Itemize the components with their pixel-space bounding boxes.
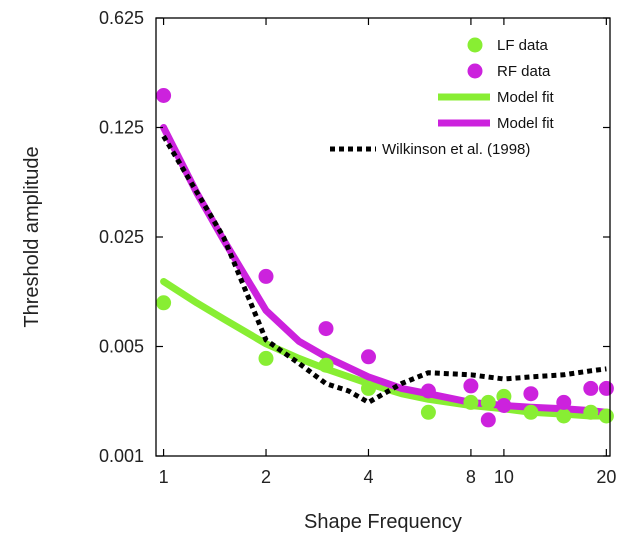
data-point-s0-5 [463, 394, 479, 410]
data-point-s0-10 [583, 404, 599, 420]
legend-swatch-1 [467, 63, 483, 79]
series-line-3 [160, 124, 610, 416]
legend-swatch-0 [467, 37, 483, 53]
data-point-s1-2 [318, 321, 334, 337]
x-tick-label-2: 4 [363, 467, 373, 487]
y-axis-label: Threshold amplitude [21, 146, 43, 327]
data-point-s1-6 [480, 412, 496, 428]
data-point-s0-4 [420, 404, 436, 420]
x-axis-label: Shape Frequency [304, 511, 462, 533]
x-tick-label-1: 2 [261, 467, 271, 487]
data-point-s1-9 [556, 394, 572, 410]
data-point-s0-2 [318, 357, 334, 373]
data-point-s1-11 [598, 380, 614, 396]
data-point-s1-1 [258, 268, 274, 284]
x-tick-label-4: 10 [494, 467, 514, 487]
data-point-s1-7 [496, 398, 512, 413]
data-point-s1-5 [463, 378, 479, 394]
data-point-s1-0 [156, 88, 172, 103]
data-point-s0-1 [258, 350, 274, 366]
plot-points [156, 88, 614, 428]
x-tick-label-0: 1 [159, 467, 169, 487]
data-point-s0-3 [361, 380, 376, 396]
tick-labels: 1 2 4 8 10 20 0.001 0.005 0.025 0.125 0.625 [99, 8, 616, 487]
x-tick-label-5: 20 [596, 467, 616, 487]
y-tick-label-1: 0.005 [99, 337, 144, 357]
axis-ticks [156, 17, 610, 457]
legend-label-3: Model fit [497, 115, 555, 132]
y-tick-label-0: 0.001 [99, 446, 144, 466]
legend-label-0: LF data [497, 37, 549, 54]
series-line-2 [160, 278, 610, 420]
legend: LF data RF data Model fit Model fit Wilkinso… [330, 37, 555, 158]
data-point-s0-6 [480, 394, 496, 410]
data-point-s1-4 [420, 383, 436, 399]
y-tick-label-3: 0.125 [99, 118, 144, 138]
series-line-4 [161, 134, 607, 405]
legend-label-4: Wilkinson et al. (1998) [382, 141, 530, 158]
legend-label-1: RF data [497, 63, 551, 80]
x-tick-label-3: 8 [466, 467, 476, 487]
y-tick-label-4: 0.625 [99, 8, 144, 28]
data-point-s0-9 [556, 408, 572, 424]
data-point-s0-0 [156, 295, 172, 311]
y-tick-label-2: 0.025 [99, 227, 144, 247]
legend-label-2: Model fit [497, 89, 555, 106]
plot-lines [160, 124, 610, 420]
data-point-s0-11 [598, 408, 614, 424]
data-point-s1-10 [583, 380, 599, 396]
data-point-s0-8 [523, 404, 539, 420]
data-point-s1-8 [523, 386, 539, 402]
data-point-s1-3 [361, 349, 376, 365]
